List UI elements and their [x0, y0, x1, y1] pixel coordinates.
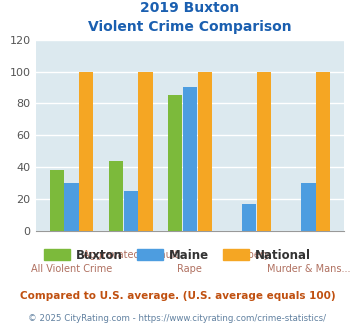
Text: © 2025 CityRating.com - https://www.cityrating.com/crime-statistics/: © 2025 CityRating.com - https://www.city…: [28, 314, 327, 323]
Bar: [242, 204, 256, 231]
Bar: [79, 72, 93, 231]
Bar: [316, 72, 330, 231]
Bar: [168, 95, 182, 231]
Bar: [124, 191, 138, 231]
Text: All Violent Crime: All Violent Crime: [31, 264, 112, 274]
Text: Murder & Mans...: Murder & Mans...: [267, 264, 350, 274]
Text: Aggravated Assault: Aggravated Assault: [83, 250, 179, 260]
Bar: [138, 72, 153, 231]
Bar: [50, 170, 64, 231]
Bar: [109, 161, 123, 231]
Bar: [183, 87, 197, 231]
Bar: [301, 183, 316, 231]
Text: Compared to U.S. average. (U.S. average equals 100): Compared to U.S. average. (U.S. average …: [20, 291, 335, 301]
Bar: [64, 183, 78, 231]
Title: 2019 Buxton
Violent Crime Comparison: 2019 Buxton Violent Crime Comparison: [88, 1, 292, 34]
Bar: [198, 72, 212, 231]
Legend: Buxton, Maine, National: Buxton, Maine, National: [39, 244, 316, 266]
Bar: [257, 72, 271, 231]
Text: Rape: Rape: [178, 264, 202, 274]
Text: Robbery: Robbery: [229, 250, 269, 260]
